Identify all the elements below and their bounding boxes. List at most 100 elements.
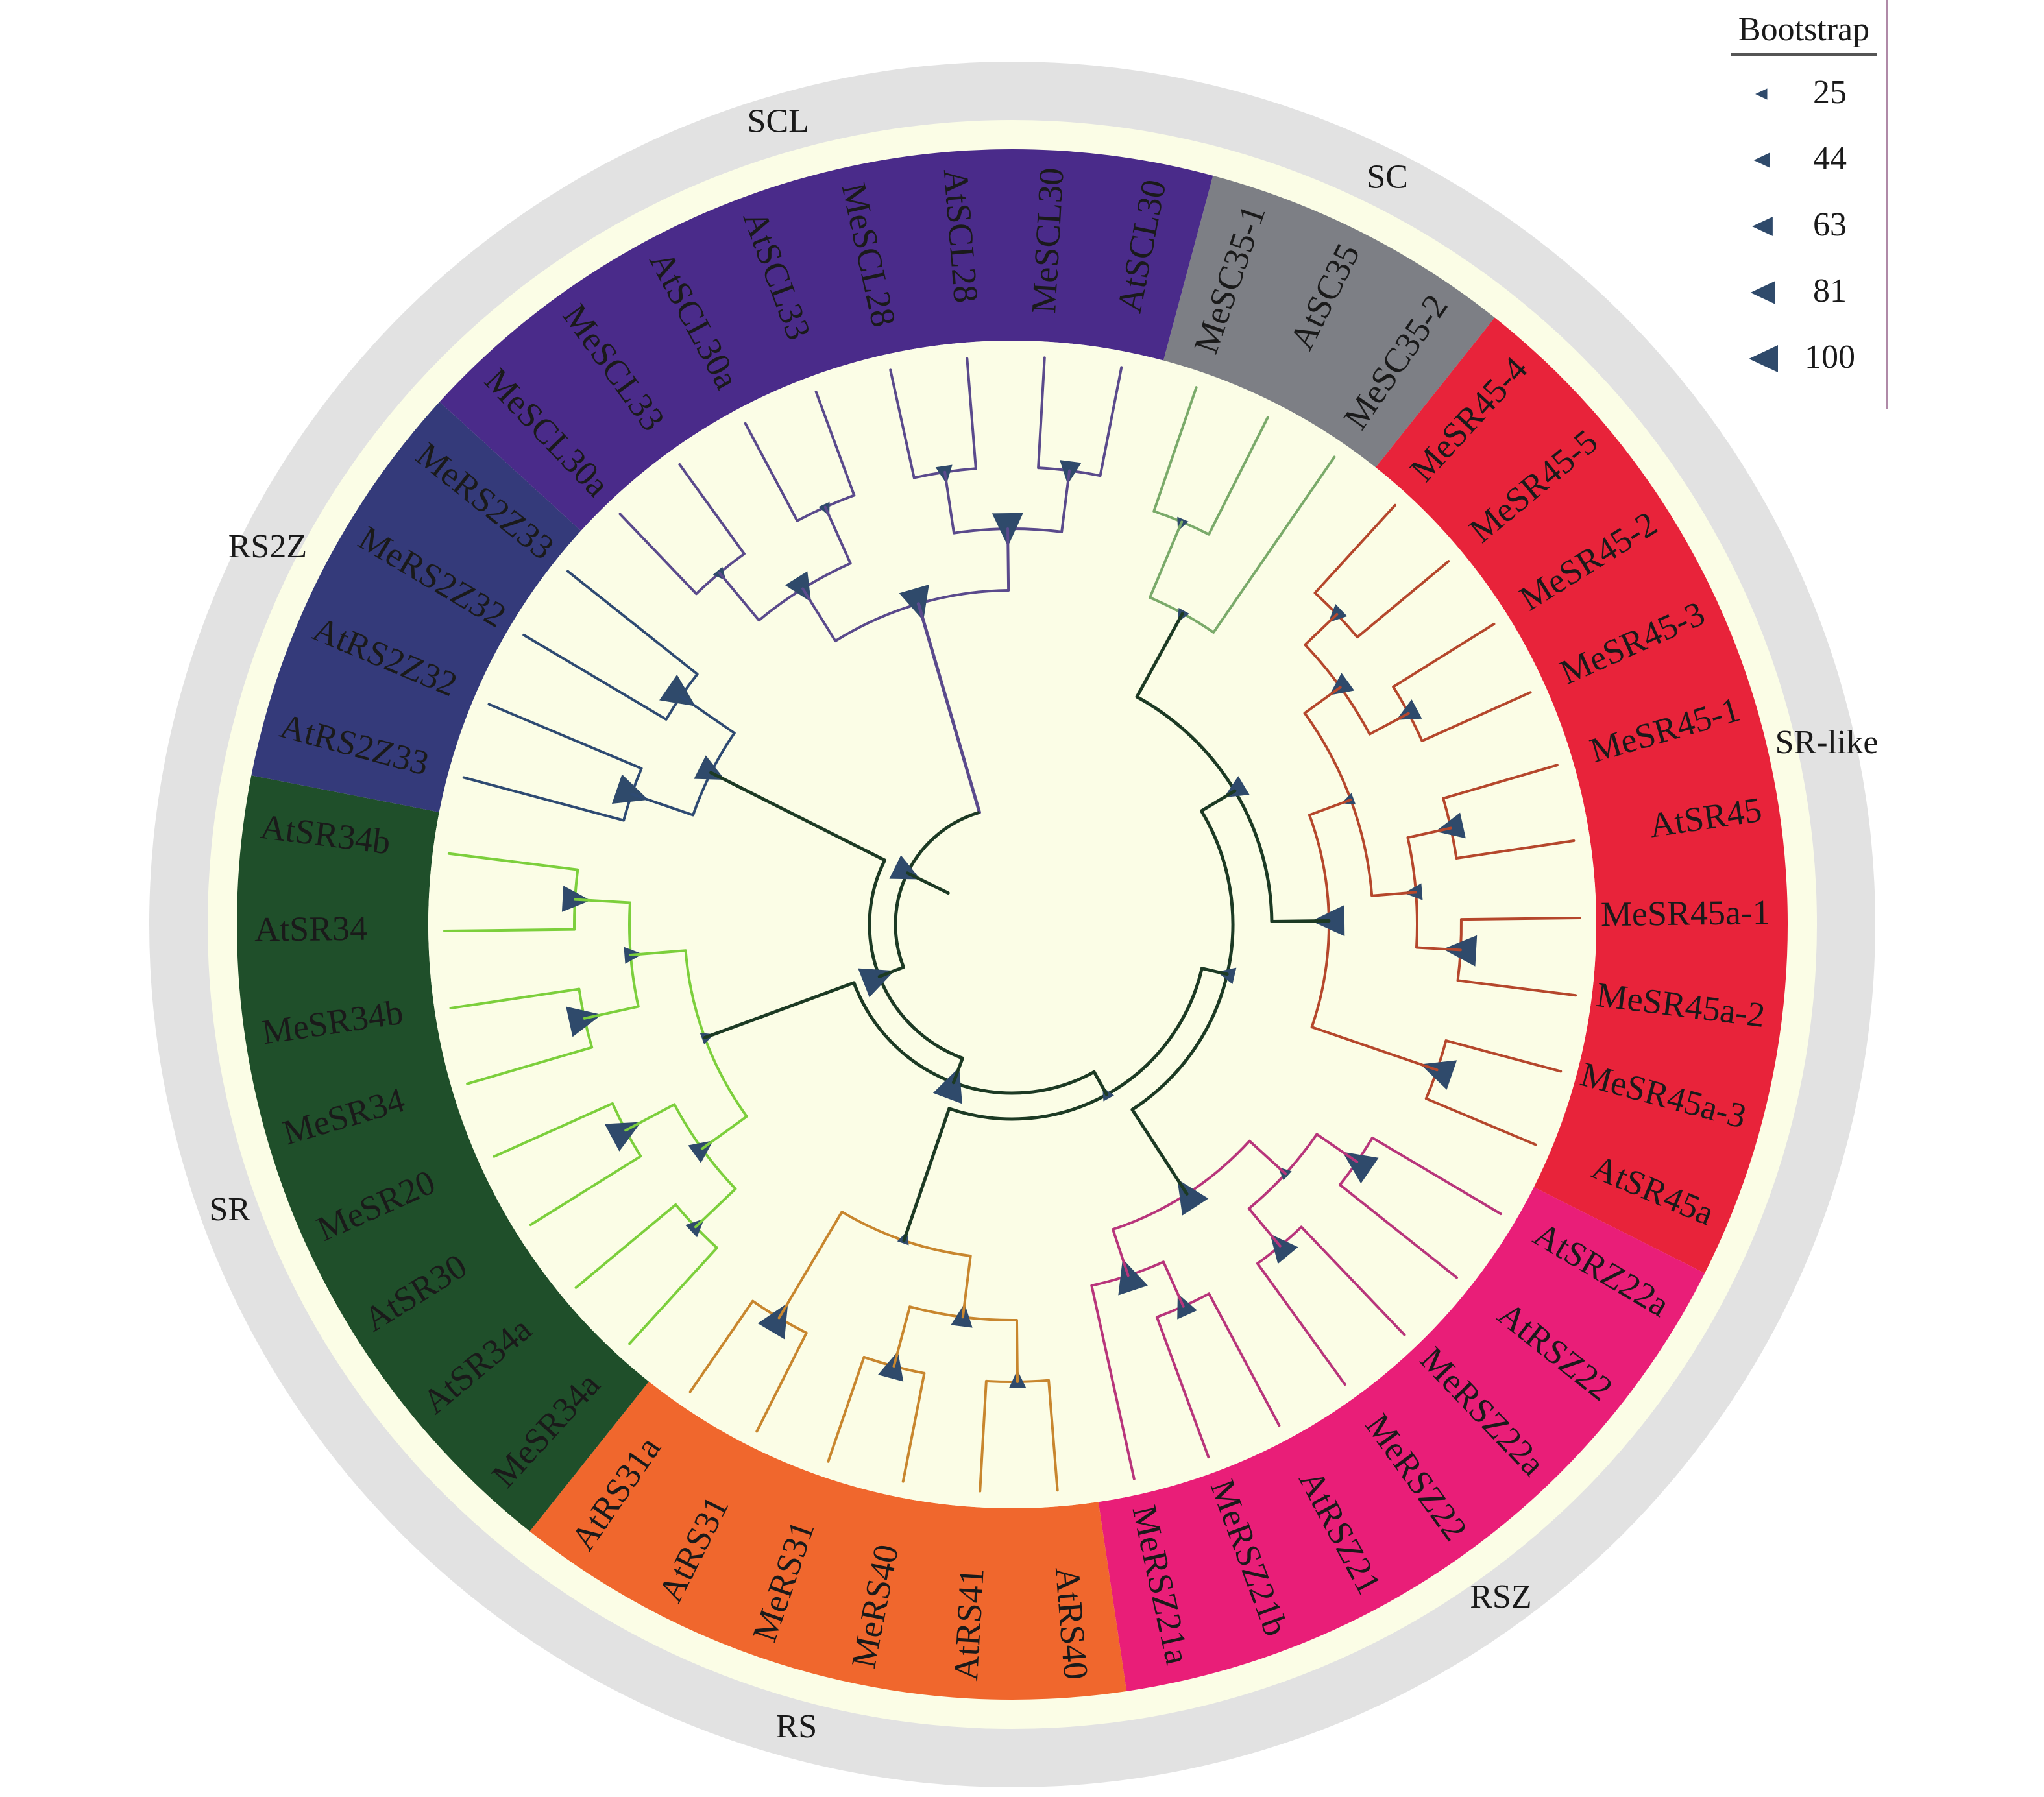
branch [630,793,695,817]
bootstrap-marker [1396,699,1422,720]
group-band-sc [1163,175,1495,468]
branch [801,587,837,643]
branch [1356,560,1450,639]
group-band-sr [236,775,650,1532]
group-label-sc: SC [1367,158,1408,195]
branch [529,1155,642,1227]
branch [744,422,799,522]
branch [700,1115,748,1150]
branch [1459,917,1581,921]
bootstrap-marker [1177,1294,1197,1320]
branch [1442,764,1559,800]
bootstrap-legend: Bootstrap 25 44 63 81 100 [1720,0,1888,409]
group-band-rs2z [251,402,581,812]
branch [902,1107,951,1242]
bootstrap-marker [604,1122,642,1152]
branch [901,1371,926,1483]
group-label-sr: SR [209,1191,250,1228]
legend-marker [1750,281,1775,304]
legend-marker [1749,345,1778,372]
group-label-scl: SCL [748,103,809,140]
branch [1135,611,1184,699]
branch [574,1203,677,1289]
bootstrap-marker [951,1303,973,1328]
group-band-rs [529,1381,1127,1700]
branch [1207,416,1269,536]
group-label-rsz: RSZ [1470,1578,1531,1615]
legend-marker [1753,152,1770,168]
branch [618,513,698,596]
branch [1162,1260,1185,1308]
branch [624,1103,676,1132]
branch [1092,1070,1109,1096]
branch [1368,712,1410,736]
branch [1406,826,1452,839]
branch [814,390,856,497]
branch [1155,1316,1210,1459]
branch [1060,469,1071,533]
bootstrap-marker [1342,1152,1379,1184]
branch [566,570,699,676]
branch [1338,1183,1458,1279]
leaf-label: AtRS40 [1048,1565,1096,1681]
branch [777,1211,844,1320]
branch [961,1254,972,1319]
inner-tree-area [428,341,1596,1508]
branch [951,1056,964,1085]
phylogenetic-tree [443,356,1581,1493]
branch [718,572,760,622]
branch [493,1102,614,1158]
legend-value: 100 [1805,339,1855,376]
branch [1456,979,1577,997]
branch [1130,1107,1189,1196]
branch [1313,503,1396,594]
branch [1370,891,1418,897]
legend-value: 63 [1813,206,1847,243]
branch [574,898,631,904]
branch [1047,1379,1059,1492]
leaf-label: MeSR45a-1 [1601,893,1771,934]
branch [827,1355,866,1463]
bootstrap-marker [785,571,811,603]
branch [966,357,977,470]
leaf-label: MeSCL30 [1024,167,1071,315]
branch [487,703,643,770]
bootstrap-marker [659,674,696,706]
branch [1308,798,1352,817]
leaf-label: AtRS41 [946,1567,992,1682]
branch [1090,1284,1136,1480]
bootstrap-marker [694,755,725,780]
branch [703,981,856,1040]
branch [1420,691,1532,743]
branch [466,1046,594,1085]
bootstrap-marker [566,1006,602,1037]
group-label-sr-like: SR-like [1775,724,1879,761]
branch [1315,1133,1359,1163]
group-labels: SC SR-like RSZ RS SR RS2Z SCL [209,103,1878,1746]
branch [583,1005,640,1020]
branch [1256,1262,1346,1386]
branch [709,771,887,862]
legend-value: 44 [1813,140,1847,177]
branch [443,928,576,932]
branch [892,1305,912,1368]
branch [877,965,905,978]
branch [1208,1292,1281,1427]
branch [628,1246,718,1345]
branch [1310,1026,1439,1072]
branch [678,463,746,555]
branch [1444,1039,1563,1073]
branch [1424,1097,1537,1146]
group-band-rsz [1098,1187,1705,1691]
branch [1370,1136,1502,1216]
branch [916,602,981,814]
branch [1200,967,1229,976]
branch [694,1187,737,1229]
branch [1248,1139,1287,1176]
root-branch [905,871,950,895]
branch [1304,612,1339,646]
legend-entries: 25 44 63 81 100 [1749,74,1855,376]
group-color-rings [149,62,1875,1787]
branch [889,368,916,479]
